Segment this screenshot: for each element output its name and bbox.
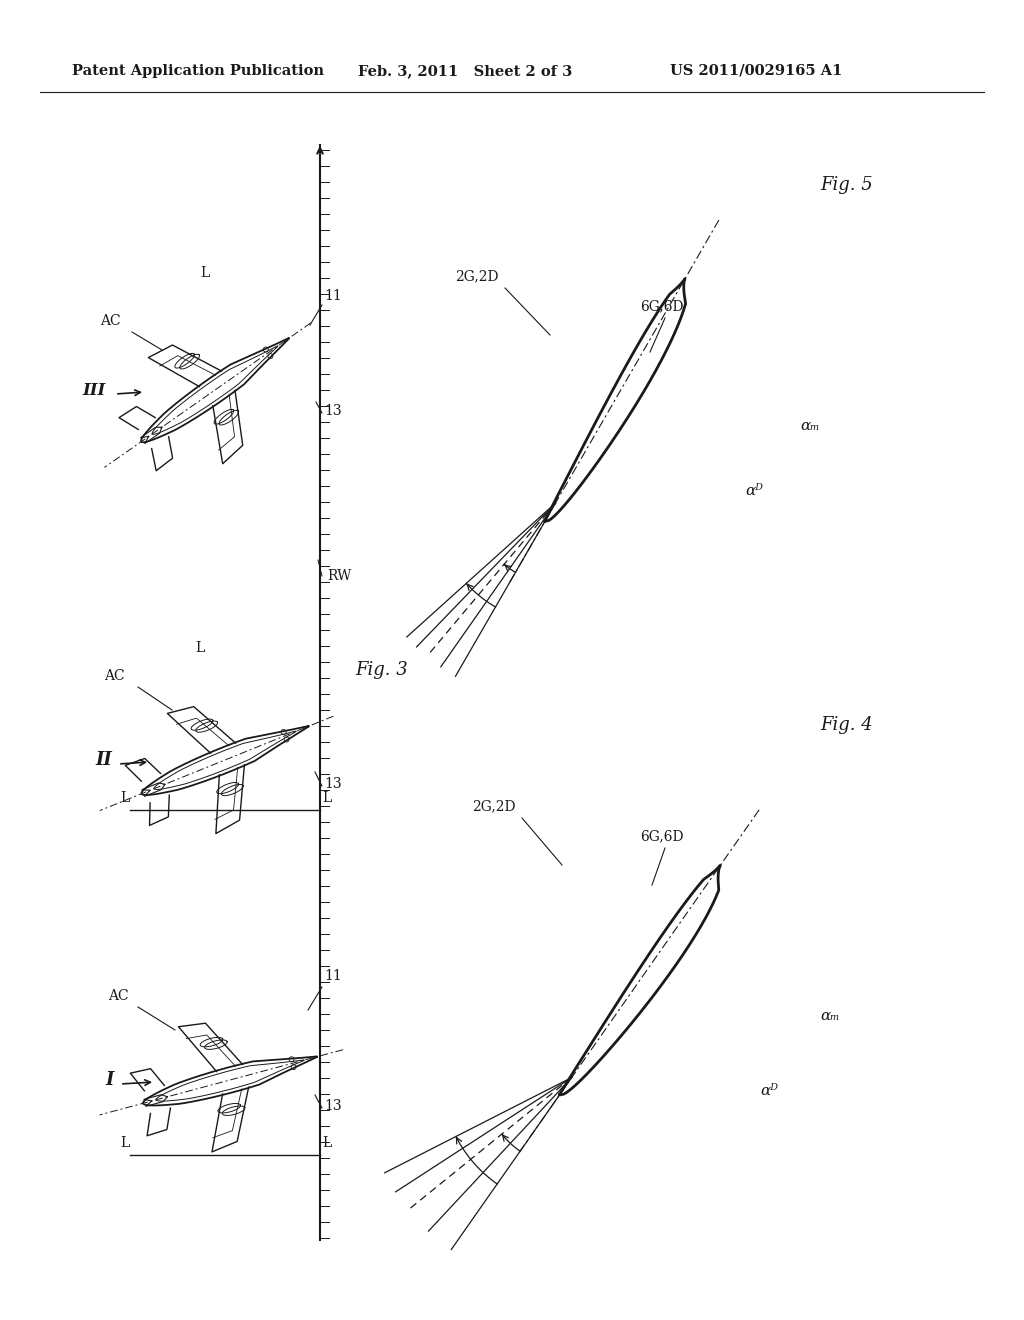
Text: 11: 11: [324, 289, 342, 304]
Text: αᴰ: αᴰ: [760, 1084, 778, 1098]
Text: L: L: [322, 1137, 331, 1150]
Text: Feb. 3, 2011   Sheet 2 of 3: Feb. 3, 2011 Sheet 2 of 3: [358, 63, 572, 78]
Text: RW: RW: [327, 569, 351, 583]
Text: US 2011/0029165 A1: US 2011/0029165 A1: [670, 63, 843, 78]
Text: L: L: [200, 267, 209, 280]
Text: L: L: [120, 1137, 129, 1150]
Text: 13: 13: [324, 777, 342, 791]
Text: II: II: [95, 751, 112, 770]
Text: AC: AC: [104, 669, 125, 682]
Text: 6G,6D: 6G,6D: [640, 300, 683, 313]
Text: L: L: [120, 791, 129, 805]
Text: 13: 13: [324, 404, 342, 418]
Text: Fig. 5: Fig. 5: [820, 176, 872, 194]
Text: 11: 11: [324, 969, 342, 983]
Text: 6G,6D: 6G,6D: [640, 829, 683, 843]
Text: 2G,2D: 2G,2D: [472, 799, 515, 813]
Text: III: III: [82, 381, 105, 399]
Text: L: L: [322, 791, 331, 805]
Text: Fig. 3: Fig. 3: [355, 661, 408, 678]
Text: Fig. 4: Fig. 4: [820, 715, 872, 734]
Text: AC: AC: [100, 314, 121, 327]
Text: AC: AC: [108, 989, 129, 1003]
Text: αᴰ: αᴰ: [745, 484, 763, 498]
Text: 2G,2D: 2G,2D: [455, 269, 499, 282]
Text: αₘ: αₘ: [820, 1008, 840, 1023]
Text: I: I: [105, 1071, 114, 1089]
Text: αₘ: αₘ: [800, 418, 819, 433]
Text: 13: 13: [324, 1100, 342, 1113]
Text: Patent Application Publication: Patent Application Publication: [72, 63, 324, 78]
Text: L: L: [195, 642, 204, 655]
